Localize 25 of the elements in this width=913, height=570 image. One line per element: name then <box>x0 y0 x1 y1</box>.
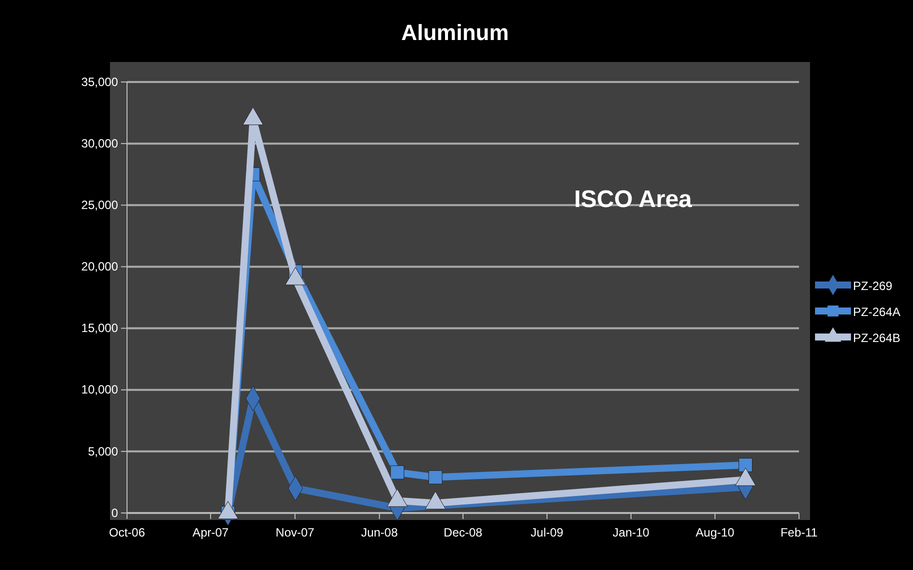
chart-title: Aluminum <box>401 20 509 45</box>
y-tick-label: 10,000 <box>81 382 118 397</box>
annotation: ISCO Area <box>574 186 693 213</box>
y-tick-label: 25,000 <box>81 198 118 212</box>
legend-label: PZ-269 <box>853 279 893 293</box>
y-tick-label: 20,000 <box>81 260 118 274</box>
legend-label: PZ-264A <box>853 305 900 319</box>
y-tick-label: 0 <box>111 506 118 520</box>
x-tick-label: Jun-08 <box>361 525 398 540</box>
x-tick-label: Aug-10 <box>696 525 735 540</box>
x-tick-label: Oct-06 <box>108 525 146 540</box>
point <box>428 470 442 484</box>
y-tick-label: 35,000 <box>81 74 118 89</box>
point <box>390 465 404 480</box>
x-tick-label: Jul-09 <box>530 525 564 540</box>
y-tick-label: 30,000 <box>81 136 118 150</box>
legend-label: PZ-264B <box>853 331 900 345</box>
y-tick-label: 15,000 <box>81 321 118 336</box>
x-tick-label: Feb-11 <box>780 525 818 540</box>
point <box>738 458 753 472</box>
y-tick-label: 5,000 <box>88 444 118 458</box>
x-tick-label: Apr-07 <box>192 525 229 540</box>
x-tick-label: Jan-10 <box>612 525 650 540</box>
x-tick-label: Dec-08 <box>444 525 483 540</box>
x-tick-label: Nov-07 <box>276 525 315 540</box>
